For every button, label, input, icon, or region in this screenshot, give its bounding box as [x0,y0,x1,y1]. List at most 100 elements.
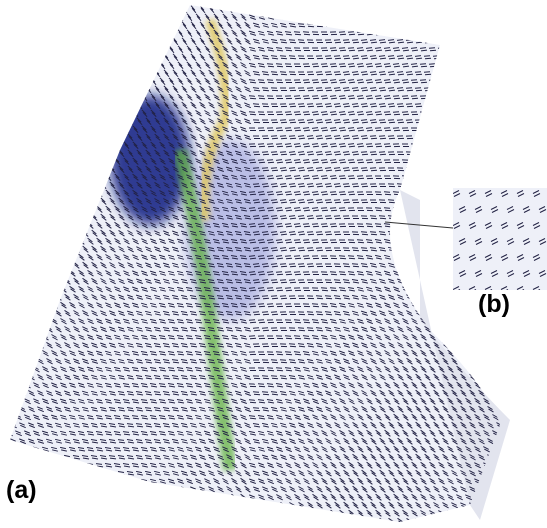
glyph [7,222,11,227]
glyph [434,202,440,204]
glyph [20,70,24,74]
glyph [460,120,466,121]
glyph [44,224,48,229]
glyph [17,48,21,52]
glyph [75,104,78,109]
glyph [3,200,6,205]
glyph [156,40,160,45]
glyph [52,222,56,226]
glyph [47,22,51,26]
glyph [479,122,485,123]
glyph [53,96,57,101]
glyph [457,2,463,3]
glyph [30,329,35,333]
glyph [61,78,65,83]
glyph [47,310,52,314]
glyph [120,136,124,140]
glyph [30,184,34,189]
glyph [8,337,12,341]
glyph [357,32,363,33]
glyph [281,10,287,11]
glyph [3,328,7,332]
glyph [12,56,16,60]
glyph [479,90,485,91]
glyph [380,10,386,11]
glyph [415,8,421,9]
glyph [430,50,436,51]
glyph [62,64,66,69]
glyph [470,10,476,11]
glyph [20,262,24,267]
glyph [20,246,24,251]
glyph [0,270,2,275]
glyph [307,232,313,233]
glyph [34,78,38,83]
glyph [483,127,489,129]
glyph [0,256,3,261]
glyph [43,110,47,115]
glyph [20,278,24,282]
glyph [120,8,124,13]
glyph [402,239,408,241]
glyph [48,248,52,252]
glyph [7,158,11,163]
glyph [2,214,5,219]
glyph [506,153,511,156]
glyph [488,326,493,330]
glyph [62,224,66,228]
glyph [457,334,462,338]
glyph [2,230,6,235]
glyph [38,150,41,155]
glyph [349,50,355,51]
glyph [272,10,278,12]
glyph [170,32,174,37]
glyph [80,96,83,101]
glyph [16,78,20,82]
glyph [420,207,426,209]
glyph [416,186,422,187]
glyph [44,112,48,117]
glyph [325,200,331,201]
glyph [253,7,259,9]
glyph [125,64,129,69]
glyph [485,321,490,325]
glyph [80,176,84,181]
glyph [129,72,133,77]
glyph [451,167,457,169]
glyph [34,190,38,195]
glyph [7,30,12,34]
glyph [407,281,413,283]
glyph [307,104,313,105]
glyph [89,0,93,5]
glyph [394,210,400,211]
glyph [375,128,381,129]
glyph [246,9,251,13]
glyph [2,22,7,26]
glyph [394,18,400,19]
glyph [447,271,452,274]
glyph [430,178,436,179]
glyph [188,0,192,5]
glyph [26,64,30,68]
glyph [435,329,440,332]
glyph [385,18,391,19]
glyph [66,104,69,109]
glyph [20,294,24,298]
glyph [317,10,323,11]
glyph [56,6,60,10]
glyph [398,106,404,107]
glyph [44,80,48,85]
glyph [476,321,481,325]
glyph [438,159,444,160]
glyph [483,159,489,161]
glyph [53,305,58,309]
glyph [206,0,210,5]
glyph [393,112,399,113]
glyph [93,200,97,204]
glyph [430,210,436,212]
glyph [16,286,20,290]
glyph [111,40,114,45]
glyph [11,326,15,330]
glyph [17,337,22,341]
glyph [304,242,310,243]
